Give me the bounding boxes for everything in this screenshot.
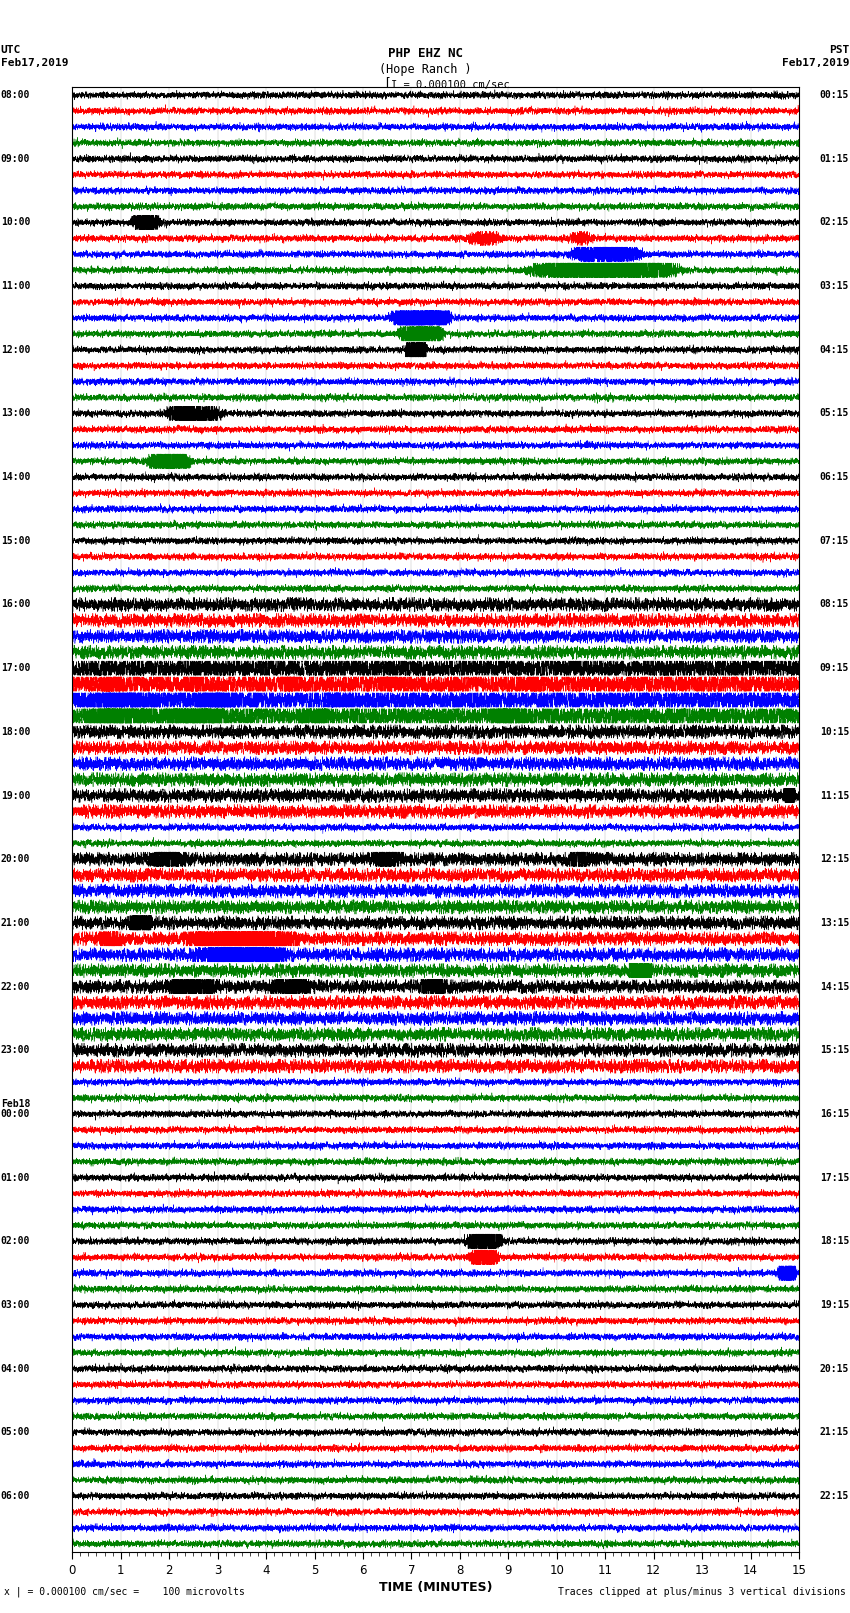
Text: 05:00: 05:00	[1, 1428, 31, 1437]
Text: 16:00: 16:00	[1, 600, 31, 610]
Text: x | = 0.000100 cm/sec =    100 microvolts: x | = 0.000100 cm/sec = 100 microvolts	[4, 1587, 245, 1597]
Text: 22:00: 22:00	[1, 982, 31, 992]
Text: 19:00: 19:00	[1, 790, 31, 800]
Text: 17:15: 17:15	[819, 1173, 849, 1182]
Text: Feb17,2019: Feb17,2019	[782, 58, 849, 68]
Text: 00:15: 00:15	[819, 90, 849, 100]
Text: UTC: UTC	[1, 45, 21, 55]
Text: 18:00: 18:00	[1, 727, 31, 737]
Text: 13:15: 13:15	[819, 918, 849, 927]
Text: PHP EHZ NC: PHP EHZ NC	[388, 47, 462, 60]
Text: 02:15: 02:15	[819, 218, 849, 227]
Text: 03:00: 03:00	[1, 1300, 31, 1310]
Text: 14:00: 14:00	[1, 473, 31, 482]
Text: [: [	[383, 76, 390, 90]
Text: 18:15: 18:15	[819, 1236, 849, 1247]
Text: 11:00: 11:00	[1, 281, 31, 290]
Text: 01:15: 01:15	[819, 153, 849, 165]
Text: 15:15: 15:15	[819, 1045, 849, 1055]
Text: 02:00: 02:00	[1, 1236, 31, 1247]
Text: 16:15: 16:15	[819, 1108, 849, 1119]
Text: 13:00: 13:00	[1, 408, 31, 418]
Text: 22:15: 22:15	[819, 1490, 849, 1502]
X-axis label: TIME (MINUTES): TIME (MINUTES)	[379, 1581, 492, 1594]
Text: 14:15: 14:15	[819, 982, 849, 992]
Text: 00:00: 00:00	[1, 1108, 31, 1119]
Text: 12:00: 12:00	[1, 345, 31, 355]
Text: 17:00: 17:00	[1, 663, 31, 673]
Text: 06:00: 06:00	[1, 1490, 31, 1502]
Text: 09:00: 09:00	[1, 153, 31, 165]
Text: 01:00: 01:00	[1, 1173, 31, 1182]
Text: 15:00: 15:00	[1, 536, 31, 545]
Text: 10:15: 10:15	[819, 727, 849, 737]
Text: 11:15: 11:15	[819, 790, 849, 800]
Text: 08:15: 08:15	[819, 600, 849, 610]
Text: 08:00: 08:00	[1, 90, 31, 100]
Text: 10:00: 10:00	[1, 218, 31, 227]
Text: 21:00: 21:00	[1, 918, 31, 927]
Text: 03:15: 03:15	[819, 281, 849, 290]
Text: I = 0.000100 cm/sec: I = 0.000100 cm/sec	[391, 79, 510, 90]
Text: Traces clipped at plus/minus 3 vertical divisions: Traces clipped at plus/minus 3 vertical …	[558, 1587, 846, 1597]
Text: 04:15: 04:15	[819, 345, 849, 355]
Text: 04:00: 04:00	[1, 1363, 31, 1374]
Text: 09:15: 09:15	[819, 663, 849, 673]
Text: 21:15: 21:15	[819, 1428, 849, 1437]
Text: Feb18: Feb18	[1, 1098, 31, 1110]
Text: Feb17,2019: Feb17,2019	[1, 58, 68, 68]
Text: PST: PST	[829, 45, 849, 55]
Text: 19:15: 19:15	[819, 1300, 849, 1310]
Text: 06:15: 06:15	[819, 473, 849, 482]
Text: 05:15: 05:15	[819, 408, 849, 418]
Text: 20:00: 20:00	[1, 855, 31, 865]
Text: 23:00: 23:00	[1, 1045, 31, 1055]
Text: (Hope Ranch ): (Hope Ranch )	[379, 63, 471, 76]
Text: 12:15: 12:15	[819, 855, 849, 865]
Text: 20:15: 20:15	[819, 1363, 849, 1374]
Text: 07:15: 07:15	[819, 536, 849, 545]
